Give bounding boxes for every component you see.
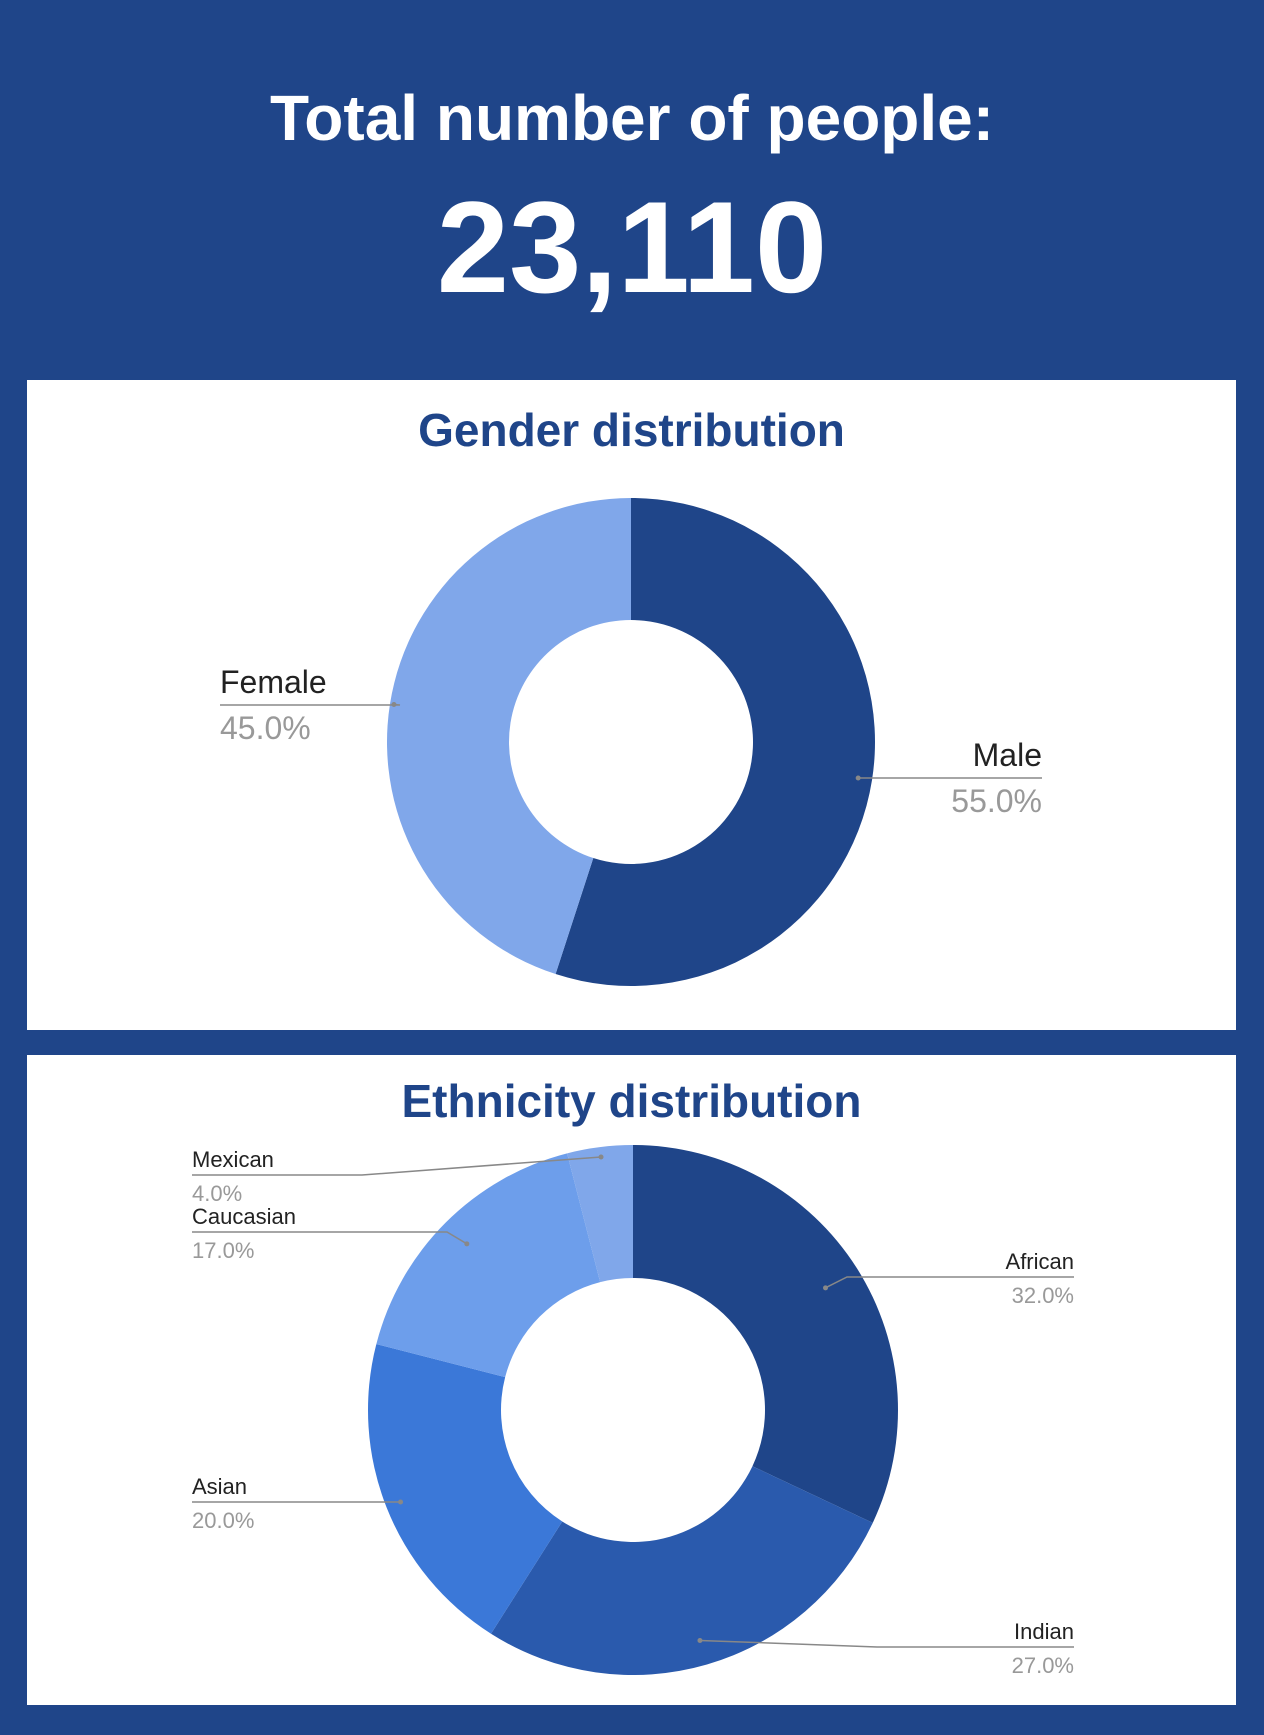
leader-dot-asian bbox=[398, 1499, 404, 1505]
leader-dot-caucasian bbox=[464, 1241, 470, 1247]
label-male: Male bbox=[973, 737, 1042, 773]
percent-indian: 27.0% bbox=[1012, 1653, 1074, 1678]
percent-male: 55.0% bbox=[951, 783, 1042, 819]
leader-line-indian bbox=[699, 1639, 1074, 1648]
percent-female: 45.0% bbox=[220, 710, 311, 746]
slice-caucasian bbox=[376, 1153, 601, 1378]
leader-dot-indian bbox=[697, 1637, 703, 1643]
label-caucasian: Caucasian bbox=[192, 1204, 296, 1229]
leader-line-mexican bbox=[192, 1156, 602, 1176]
slice-mexican bbox=[567, 1145, 633, 1283]
leader-dot-mexican bbox=[598, 1154, 604, 1160]
ethnicity-donut-chart: African 32.0% Indian 27.0% Asian 20.0% Caucasi… bbox=[192, 1145, 1074, 1678]
slice-male bbox=[555, 498, 875, 986]
leader-line-female bbox=[220, 703, 401, 706]
percent-mexican: 4.0% bbox=[192, 1181, 242, 1206]
gender-chart-panel: Gender distribution Male 55.0% Female 45.0% bbox=[27, 380, 1236, 1030]
leader-dot-african bbox=[823, 1285, 829, 1291]
leader-line-caucasian bbox=[192, 1231, 468, 1245]
leader-dot-male bbox=[855, 775, 861, 781]
ethnicity-chart-panel: Ethnicity distribution African 32.0% India… bbox=[27, 1055, 1236, 1705]
slice-indian bbox=[491, 1466, 873, 1675]
percent-caucasian: 17.0% bbox=[192, 1238, 254, 1263]
leader-line-african bbox=[825, 1276, 1074, 1289]
total-people-label: Total number of people: bbox=[269, 82, 995, 154]
gender-donut-chart: Male 55.0% Female 45.0% bbox=[220, 498, 1042, 986]
ethnicity-chart-title: Ethnicity distribution bbox=[401, 1075, 862, 1127]
slice-female bbox=[387, 498, 631, 975]
header: Total number of people: 23,110 bbox=[0, 0, 1264, 360]
label-asian: Asian bbox=[192, 1474, 247, 1499]
percent-african: 32.0% bbox=[1012, 1283, 1074, 1308]
label-female: Female bbox=[220, 664, 327, 700]
label-indian: Indian bbox=[1014, 1619, 1074, 1644]
gender-chart-title: Gender distribution bbox=[418, 404, 845, 456]
label-african: African bbox=[1006, 1249, 1074, 1274]
total-people-value: 23,110 bbox=[436, 174, 828, 320]
label-mexican: Mexican bbox=[192, 1147, 274, 1172]
percent-asian: 20.0% bbox=[192, 1508, 254, 1533]
leader-dot-female bbox=[391, 701, 397, 707]
slice-asian bbox=[367, 1344, 563, 1634]
slice-african bbox=[633, 1145, 898, 1523]
